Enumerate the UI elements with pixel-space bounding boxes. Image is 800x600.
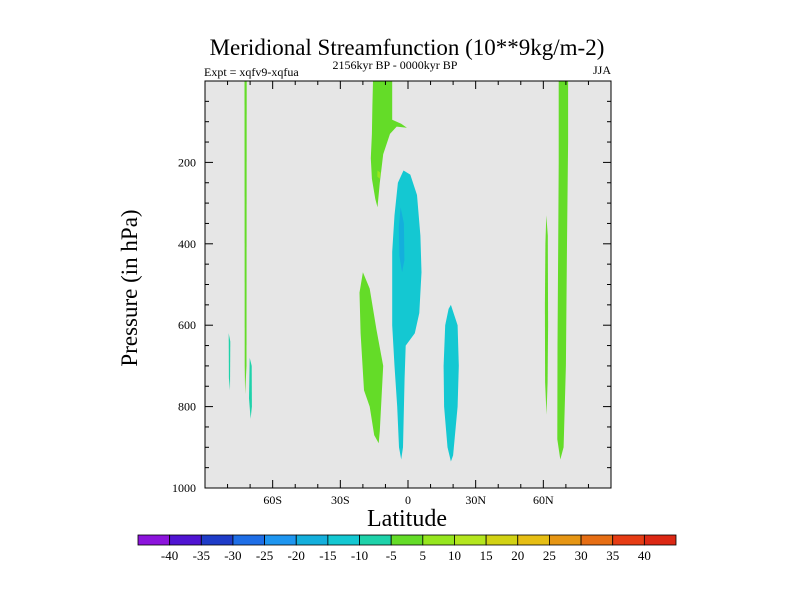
experiment-label: Expt = xqfv9-xqfua	[204, 65, 299, 79]
colorbar-swatch	[137, 534, 171, 546]
colorbar-label: 25	[543, 548, 556, 563]
colorbar-label: -30	[224, 548, 241, 563]
contour-green-inner-dot	[377, 170, 381, 179]
colorbar-label: -5	[386, 548, 397, 563]
colorbar-swatch	[359, 534, 392, 546]
colorbar-label: -40	[161, 548, 178, 563]
colorbar-swatch	[327, 534, 360, 546]
colorbar-swatch	[295, 534, 329, 546]
x-tick-label: 30S	[331, 493, 350, 507]
y-tick-label: 1000	[172, 481, 196, 495]
x-tick-label: 0	[405, 493, 411, 507]
colorbar-swatch	[390, 534, 424, 546]
colorbar-label: -25	[256, 548, 273, 563]
contour-green-left-lobe	[359, 272, 384, 444]
contour-green-column-62n	[544, 215, 549, 415]
colorbar-label: -35	[193, 548, 210, 563]
colorbar-swatch	[612, 534, 645, 546]
axes: 60S 30S 0 30N 60N 200 400 600 800 1000	[172, 81, 611, 507]
colorbar-label: 10	[448, 548, 461, 563]
y-tick-label: 200	[178, 155, 196, 169]
colorbar-swatch	[232, 534, 265, 546]
colorbar-swatch	[643, 534, 677, 546]
contour-cyan-20n-cell	[443, 304, 459, 462]
colorbar-swatch	[200, 534, 234, 546]
colorbar-swatch	[517, 534, 550, 546]
y-tick-label: 800	[178, 400, 196, 414]
contour-cyan-patch-78s	[228, 333, 231, 391]
colorbar-swatch	[422, 534, 455, 546]
contour-green-column-70s	[244, 81, 247, 395]
chart-title: Meridional Streamfunction (10**9kg/m-2)	[210, 35, 605, 60]
colorbar-swatch	[580, 534, 614, 546]
colorbar-swatch	[169, 534, 202, 546]
season-label: JJA	[593, 63, 611, 77]
x-tick-label: 60N	[533, 493, 554, 507]
colorbar: -40 -35 -30 -25 -20 -15 -10 -5 5 10 15 20 25 30 35 40	[137, 534, 677, 563]
colorbar-label: 35	[606, 548, 619, 563]
colorbar-label: 5	[420, 548, 427, 563]
x-tick-label: 30N	[465, 493, 486, 507]
colorbar-swatch	[549, 534, 582, 546]
x-axis-label: Latitude	[367, 506, 447, 532]
y-axis-label: Pressure (in hPa)	[117, 209, 142, 366]
contour-cyan-equatorial-core	[398, 207, 405, 273]
colorbar-label: 20	[511, 548, 524, 563]
colorbar-label: -15	[319, 548, 336, 563]
colorbar-label: 15	[480, 548, 493, 563]
contour-cyan-patch-69s	[249, 357, 252, 419]
contour-regions	[228, 81, 569, 462]
y-tick-label: 400	[178, 237, 196, 251]
colorbar-label: -20	[288, 548, 305, 563]
colorbar-swatch	[264, 534, 297, 546]
y-tick-label: 600	[178, 318, 196, 332]
period-label: 2156kyr BP - 0000kyr BP	[333, 58, 458, 72]
contour-green-column-68n	[557, 81, 569, 460]
colorbar-swatch	[454, 534, 487, 546]
x-tick-label: 60S	[263, 493, 282, 507]
colorbar-label: 30	[575, 548, 588, 563]
colorbar-label: 40	[638, 548, 651, 563]
colorbar-label: -10	[351, 548, 368, 563]
colorbar-swatch	[485, 534, 519, 546]
